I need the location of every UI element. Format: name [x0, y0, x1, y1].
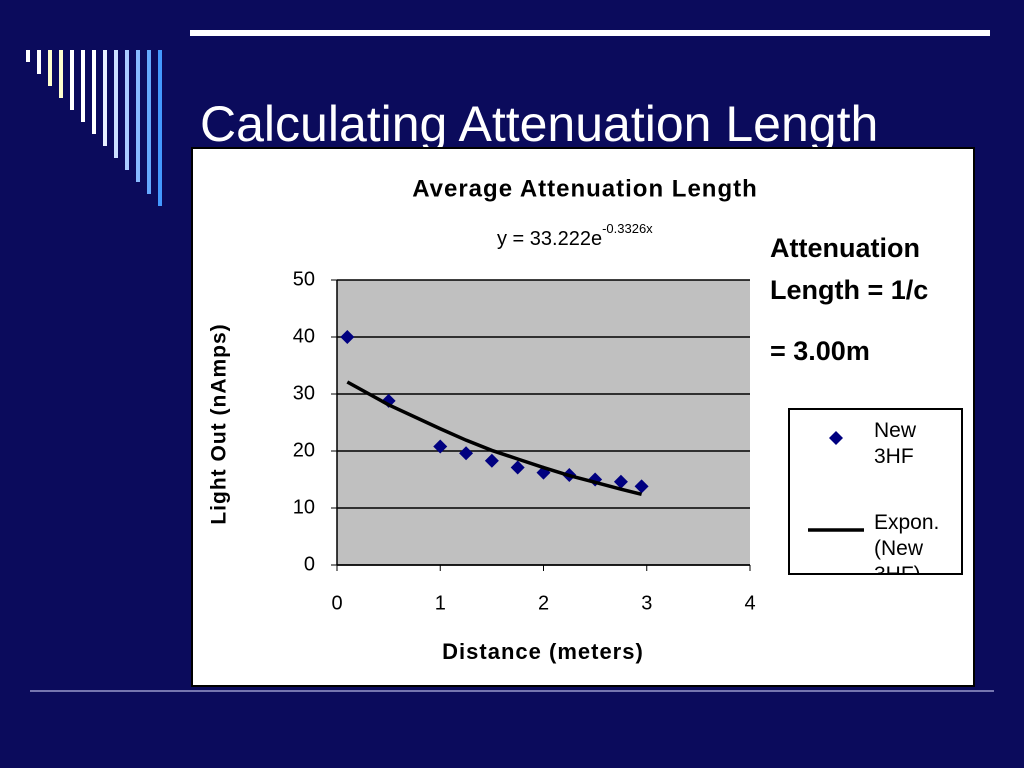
chart-title: Average Attenuation Length [412, 175, 758, 202]
x-tick-label: 0 [331, 592, 342, 614]
legend: New 3HF Expon. (New 3HF) [788, 408, 963, 575]
y-tick-label: 20 [293, 439, 315, 461]
marker [484, 453, 499, 468]
equation-base: y = 33.222e [497, 228, 602, 250]
trend-line [346, 380, 643, 497]
marker [340, 330, 355, 344]
y-tick-label: 0 [304, 553, 315, 575]
y-tick-label: 30 [293, 382, 315, 404]
legend-swatch [829, 431, 843, 445]
marker [459, 446, 474, 461]
y-axis-label: Light Out (nAmps) [208, 323, 231, 524]
y-tick-label: 10 [293, 496, 315, 518]
legend-label: New 3HF [874, 419, 917, 468]
y-tick-label: 50 [293, 268, 315, 290]
x-axis-label: Distance (meters) [442, 639, 644, 664]
marker [433, 439, 448, 454]
annotation: Length = 1/c [770, 275, 928, 305]
legend-marker [829, 431, 843, 445]
equation-exponent: -0.3326x [602, 221, 653, 236]
slide-title: Calculating Attenuation Length [200, 96, 878, 152]
stripes [26, 50, 162, 206]
equation: y = 33.222e-0.3326x [497, 221, 653, 250]
marker [510, 460, 525, 475]
y-tick-label: 40 [293, 325, 315, 347]
x-tick-label: 2 [538, 592, 549, 614]
annotation: = 3.00m [770, 336, 870, 366]
plot-area [337, 280, 750, 565]
top-rule [190, 30, 990, 36]
x-tick-label: 1 [435, 592, 446, 614]
annotation: Attenuation [770, 233, 920, 263]
x-tick-label: 3 [641, 592, 652, 614]
marker [613, 474, 628, 489]
legend-label: Expon. (New 3HF) [874, 511, 940, 575]
legend-swatch [808, 528, 864, 532]
marker [634, 479, 649, 494]
x-tick-label: 4 [744, 592, 755, 614]
